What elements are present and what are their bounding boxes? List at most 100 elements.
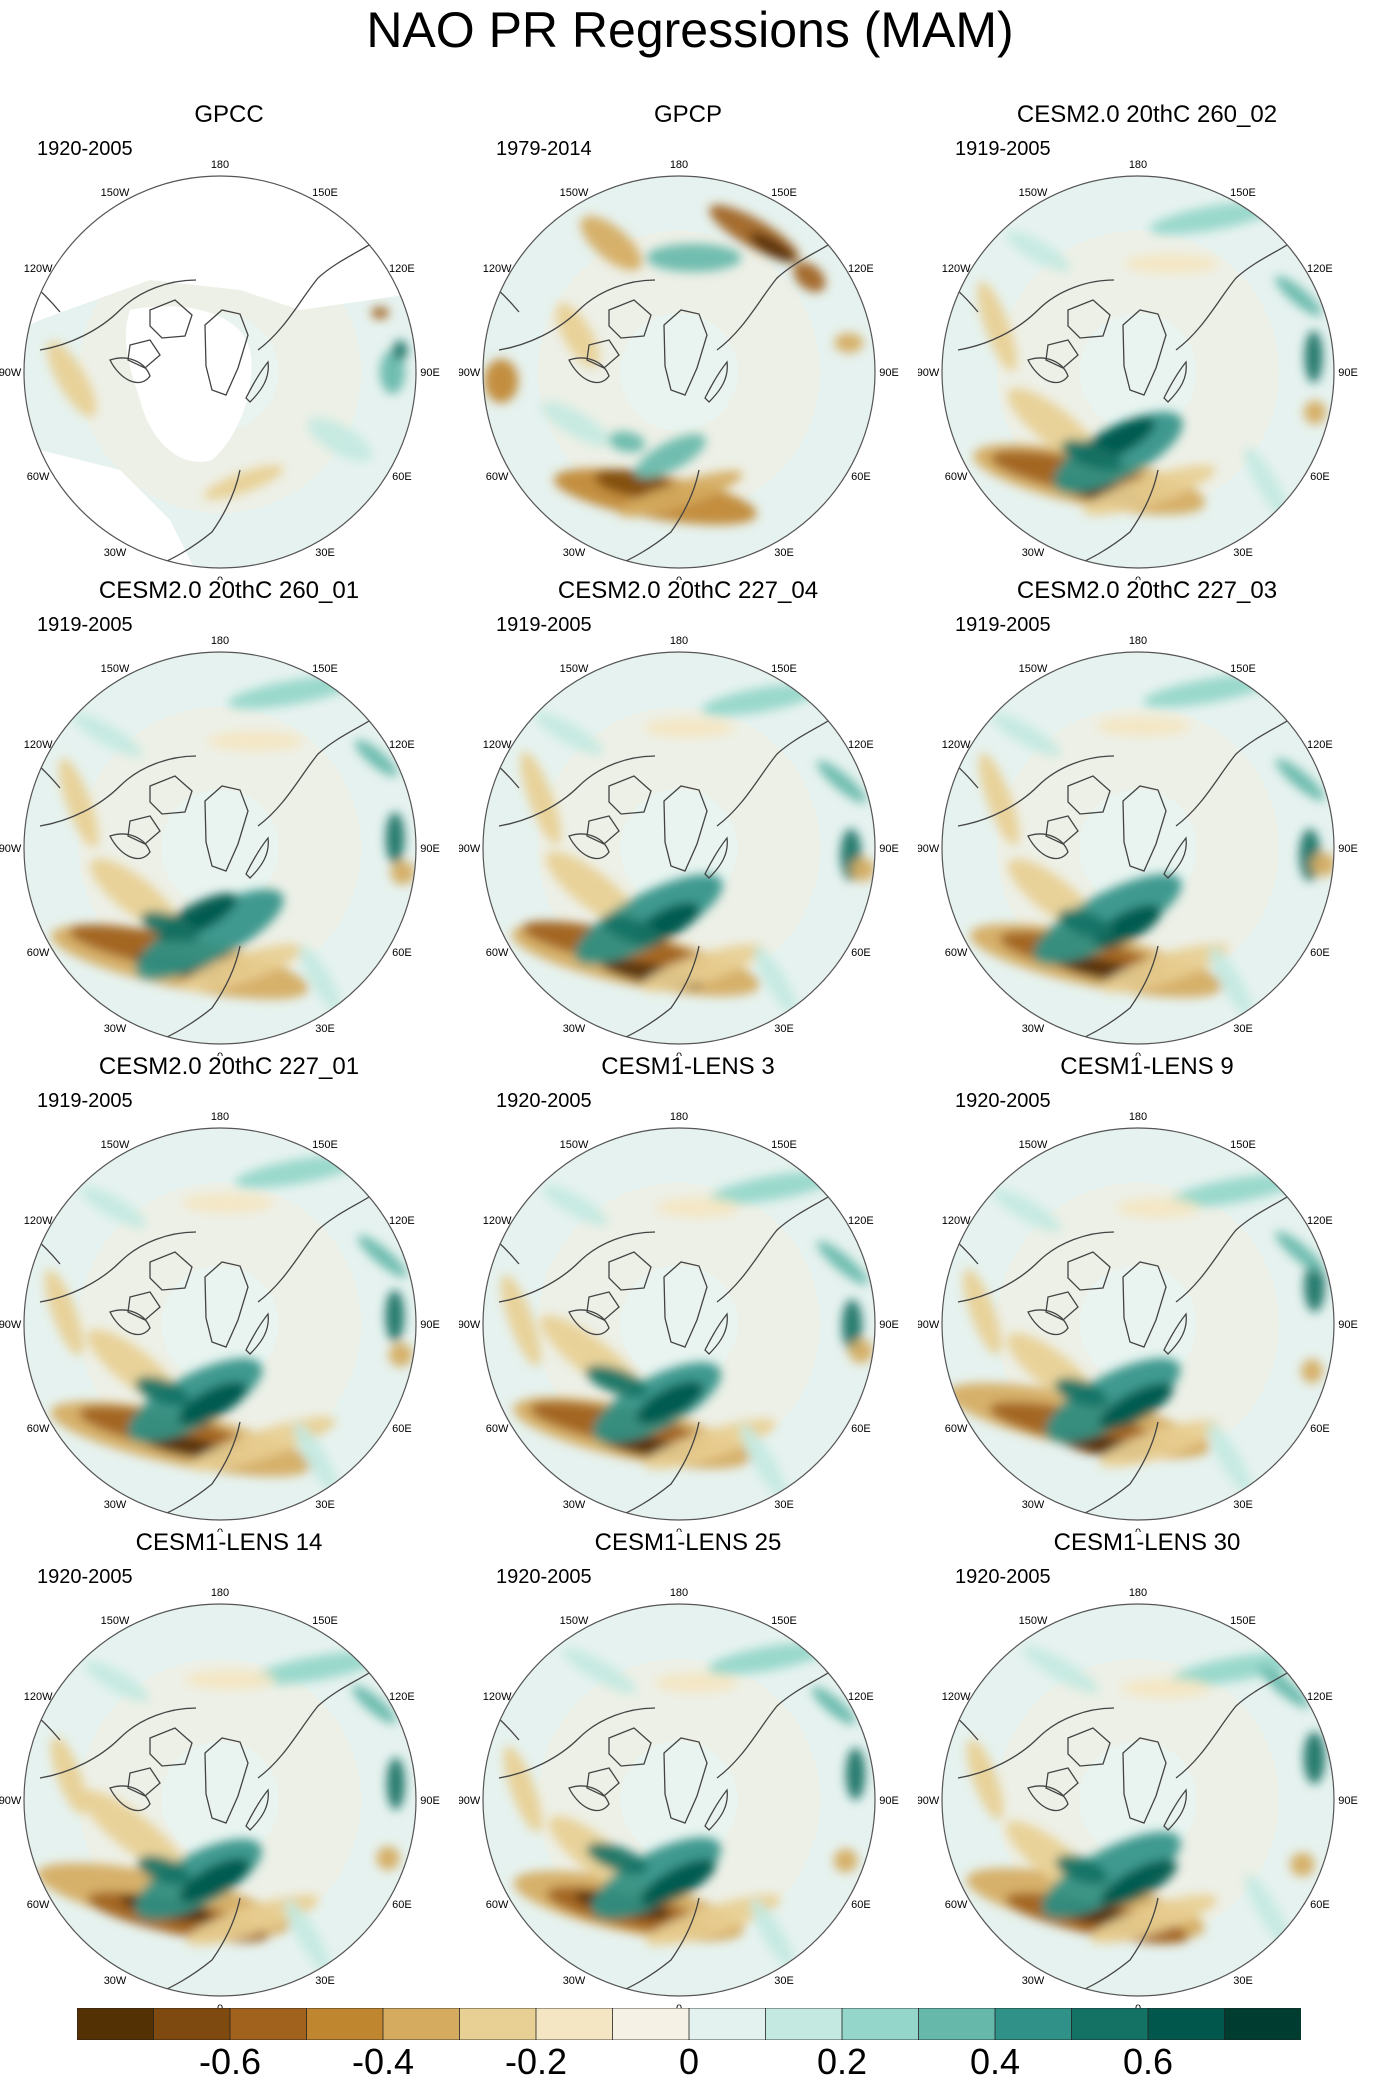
- anomaly-contour: [845, 1747, 866, 1800]
- anomaly-contour: [640, 1859, 716, 1906]
- colorbar: [77, 2008, 1301, 2040]
- longitude-label: 30W: [563, 1975, 586, 1987]
- longitude-label: 30E: [774, 1499, 794, 1511]
- colorbar-swatch: [918, 2008, 996, 2040]
- longitude-label: 150E: [771, 1615, 797, 1627]
- longitude-label: 180: [1129, 159, 1147, 171]
- anomaly-contour: [354, 739, 398, 777]
- map-field: [483, 176, 875, 568]
- anomaly-contour: [385, 812, 405, 865]
- longitude-label: 90W: [459, 367, 481, 379]
- anomaly-contour: [850, 857, 875, 882]
- panel-title: CESM2.0 20thC 227_03: [1016, 577, 1278, 604]
- colorbar-tick-label: 0.6: [1122, 2041, 1174, 2082]
- panel-period: 1920-2005: [37, 138, 133, 160]
- longitude-label: 60E: [392, 1423, 412, 1435]
- panel-period: 1919-2005: [496, 614, 592, 636]
- colorbar-swatch: [153, 2008, 231, 2040]
- anomaly-contour: [1149, 201, 1276, 235]
- panel-period: 1920-2005: [37, 1566, 133, 1588]
- map-field: [24, 652, 416, 1044]
- anomaly-contour: [562, 1647, 637, 1694]
- panel-title: CESM2.0 20thC 260_01: [98, 577, 360, 604]
- longitude-label: 120E: [1307, 1691, 1333, 1703]
- polar-map: 180 150E 120E 90E 60E 30E 0 30W 60W 90W 120W 150W: [918, 1111, 1358, 1532]
- longitude-label: 150E: [312, 187, 338, 199]
- anomaly-contour: [811, 1686, 856, 1725]
- map-panel: CESM2.0 20thC 227_04 180 150E 120E 90E 60E 30E…: [459, 576, 917, 1056]
- longitude-label: 150E: [771, 1139, 797, 1151]
- anomaly-contour: [657, 1197, 740, 1218]
- longitude-label: 90W: [0, 367, 22, 379]
- longitude-label: 90W: [0, 1795, 22, 1807]
- longitude-label: 150E: [771, 663, 797, 675]
- anomaly-contour: [580, 215, 642, 271]
- anomaly-contour: [1275, 275, 1322, 317]
- longitude-label: 90E: [1338, 1319, 1358, 1331]
- anomaly-contour: [1310, 852, 1334, 877]
- anomaly-contour: [203, 465, 284, 500]
- map-field: [24, 1128, 416, 1520]
- longitude-label: 60E: [851, 947, 871, 959]
- longitude-label: 120E: [1307, 1215, 1333, 1227]
- longitude-label: 0: [676, 2003, 682, 2008]
- anomaly-contour: [644, 717, 735, 738]
- longitude-label: 0: [217, 2003, 223, 2008]
- colorbar-swatch: [765, 2008, 843, 2040]
- colorbar-swatch: [77, 2008, 155, 2040]
- longitude-label: 150W: [1019, 187, 1048, 199]
- panel-title: CESM1-LENS 25: [594, 1529, 782, 1556]
- anomaly-contour: [848, 1339, 874, 1364]
- longitude-label: 60W: [945, 471, 968, 483]
- anomaly-contour: [1290, 1852, 1315, 1877]
- longitude-label: 120E: [848, 1691, 874, 1703]
- longitude-label: 60W: [945, 1423, 968, 1435]
- longitude-label: 30E: [774, 547, 794, 559]
- longitude-label: 60W: [945, 1899, 968, 1911]
- panel-period: 1919-2005: [955, 614, 1051, 636]
- longitude-label: 120E: [389, 263, 415, 275]
- anomaly-contour: [992, 1188, 1062, 1232]
- anomaly-contour: [1245, 1874, 1293, 1951]
- panel-title: CESM1-LENS 9: [1060, 1053, 1234, 1080]
- longitude-label: 120W: [24, 1215, 53, 1227]
- longitude-label: 90W: [459, 843, 481, 855]
- polar-map: 180 150E 120E 90E 60E 30E 0 30W 60W 90W 120W 150W: [918, 1587, 1358, 2008]
- anomaly-contour: [1054, 1377, 1108, 1408]
- colorbar-tick-label: 0.2: [816, 2041, 868, 2082]
- longitude-label: 90W: [459, 1319, 481, 1331]
- longitude-label: 60E: [851, 1899, 871, 1911]
- anomaly-contour: [833, 1848, 858, 1873]
- longitude-label: 120W: [942, 739, 971, 751]
- longitude-label: 120W: [483, 263, 512, 275]
- page-title: NAO PR Regressions (MAM): [366, 2, 1014, 58]
- polar-map: 180 150E 120E 90E 60E 30E 0 30W 60W 90W 120W 150W: [0, 635, 440, 1056]
- longitude-label: 150W: [101, 663, 130, 675]
- longitude-label: 30W: [563, 547, 586, 559]
- anomaly-contour: [228, 676, 357, 709]
- anomaly-contour: [50, 1736, 87, 1815]
- anomaly-contour: [181, 1193, 275, 1213]
- longitude-label: 30W: [1022, 1023, 1045, 1035]
- longitude-label: 60W: [27, 1423, 50, 1435]
- anomaly-contour: [608, 431, 646, 453]
- longitude-label: 30E: [1233, 1975, 1253, 1987]
- anomaly-contour: [500, 1274, 542, 1367]
- anomaly-contour: [990, 712, 1061, 757]
- polar-map: 180 150E 120E 90E 60E 30E 0 30W 60W 90W 120W 150W: [0, 1111, 440, 1532]
- longitude-label: 30E: [315, 1975, 335, 1987]
- anomaly-contour: [1301, 1359, 1323, 1384]
- map-panel: CESM2.0 20thC 227_01 180 150E 120E 90E 60E 30E…: [0, 1052, 458, 1532]
- longitude-label: 90W: [918, 367, 940, 379]
- longitude-label: 180: [211, 1111, 229, 1123]
- anomaly-contour: [534, 712, 603, 755]
- anomaly-contour: [503, 1745, 543, 1833]
- longitude-label: 120E: [848, 739, 874, 751]
- longitude-label: 0: [217, 1051, 223, 1056]
- longitude-label: 180: [1129, 635, 1147, 647]
- longitude-label: 180: [670, 635, 688, 647]
- panel-title: CESM2.0 20thC 260_02: [1016, 101, 1278, 128]
- polar-map: 180 150E 120E 90E 60E 30E 0 30W 60W 90W 120W 150W: [459, 635, 899, 1056]
- longitude-label: 150E: [1230, 1615, 1256, 1627]
- longitude-label: 60W: [27, 947, 50, 959]
